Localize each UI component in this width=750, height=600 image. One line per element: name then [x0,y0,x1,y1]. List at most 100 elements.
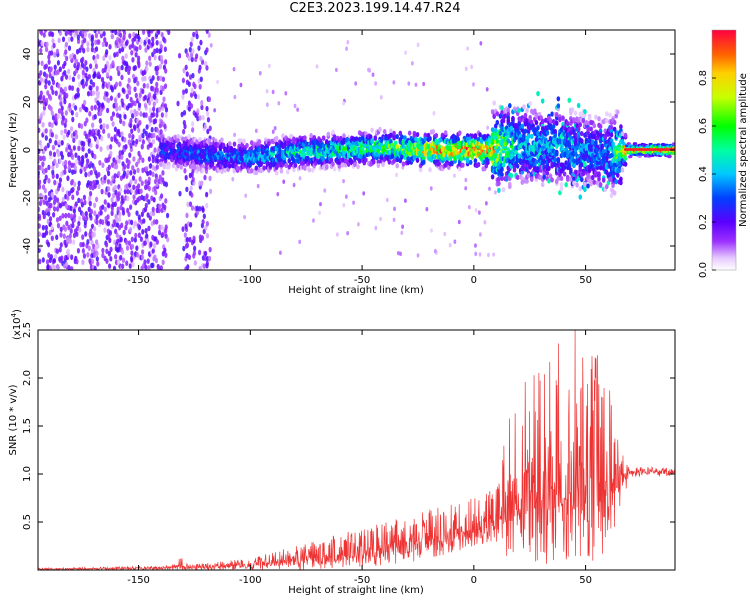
heatmap-cell [457,219,461,225]
heatmap-cell [483,220,487,225]
heatmap-cell [243,214,246,220]
heatmap-cell [123,188,127,195]
heatmap-cell [153,185,157,192]
heatmap-cell [161,76,166,83]
heatmap-cell [62,134,66,140]
heatmap-cell [91,90,96,96]
heatmap-cell [155,39,159,46]
heatmap-cell [293,103,297,109]
heatmap-cell [138,92,142,98]
heatmap-cell [232,66,236,72]
heatmap-cell [324,164,329,170]
heatmap-cell [249,168,254,174]
heatmap-cell [578,111,583,117]
heatmap-cell [390,153,395,160]
heatmap-cell [83,99,87,106]
heatmap-cell [118,211,122,218]
heatmap-cell [586,183,590,189]
heatmap-cell [127,89,132,96]
heatmap-cell [208,188,213,195]
heatmap-cell [472,82,475,87]
heatmap-cell [151,157,155,164]
heatmap-cell [147,225,151,232]
heatmap-cell [162,96,166,103]
heatmap-cell [39,76,43,83]
heatmap-cell [185,212,189,219]
heatmap-cell [62,233,66,239]
heatmap-cell [76,34,80,41]
heatmap-cell [144,179,148,185]
heatmap-cell [124,239,129,246]
heatmap-cell [158,63,162,70]
heatmap-cell [86,239,90,245]
heatmap-cell [163,103,168,109]
heatmap-cell [142,218,146,224]
heatmap-cell [395,133,399,140]
heatmap-cell [337,163,342,169]
heatmap-cell [58,158,62,164]
heatmap-cell [203,174,207,181]
heatmap-cell [87,73,92,80]
heatmap-cell [165,212,170,219]
heatmap-cell [73,62,77,69]
heatmap-cell [96,261,100,267]
heatmap-cell [44,174,48,181]
heatmap-cell [125,93,129,100]
heatmap-cell [68,102,72,109]
heatmap-cell [38,170,41,176]
heatmap-cell [73,181,77,188]
heatmap-cell [119,187,123,193]
heatmap-cell [213,108,217,113]
heatmap-cell [401,161,406,167]
heatmap-cell [115,51,119,58]
heatmap-cell [113,173,117,179]
heatmap-cell [60,119,65,126]
heatmap-cell [50,235,54,242]
heatmap-cell [69,213,74,220]
heatmap-cell [131,165,135,171]
heatmap-cell [536,130,540,137]
heatmap-cell [232,141,237,147]
heatmap-cell [128,85,132,91]
heatmap-cell [61,36,66,43]
heatmap-cell [101,219,105,226]
heatmap-cell [95,214,99,220]
heatmap-cell [147,31,151,38]
heatmap-cell [155,239,159,245]
heatmap-cell [396,251,400,256]
heatmap-cell [164,252,168,258]
heatmap-cell [145,233,149,239]
heatmap-cell [93,58,98,65]
heatmap-cell [122,30,127,36]
heatmap-cell [346,40,350,45]
heatmap-cell [144,112,148,118]
heatmap-cell [520,179,525,185]
heatmap-cell [400,230,404,235]
heatmap-cell [71,116,75,123]
heatmap-cell [180,111,184,118]
heatmap-cell [87,148,91,154]
heatmap-cell [108,44,112,50]
heatmap-cell [623,132,628,138]
heatmap-cell [367,67,370,73]
heatmap-cell [147,176,151,183]
heatmap-cell [572,158,576,164]
heatmap-cell [113,52,117,58]
heatmap-cell [470,133,475,139]
heatmap-cell [83,199,87,206]
heatmap-cell [72,239,76,245]
heatmap-cell [208,255,212,262]
heatmap-cell [164,198,168,204]
heatmap-cell [201,218,205,225]
heatmap-cell [117,216,122,223]
heatmap-cell [189,103,194,109]
heatmap-cell [478,252,482,257]
heatmap-cell [500,105,504,111]
heatmap-cell [70,254,74,261]
heatmap-cell [381,161,385,167]
heatmap-cell [554,151,559,157]
heatmap-cell [93,202,97,209]
heatmap-cell [116,206,120,213]
heatmap-cell [145,60,149,66]
heatmap-cell [134,76,138,82]
